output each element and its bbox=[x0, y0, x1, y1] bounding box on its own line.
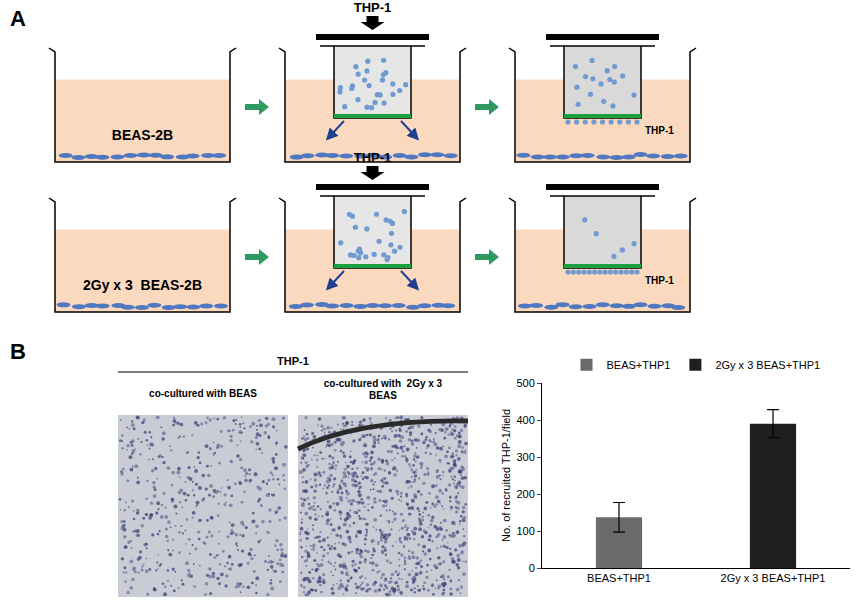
svg-text:BEAS+THP1: BEAS+THP1 bbox=[587, 572, 651, 584]
svg-text:300: 300 bbox=[516, 451, 534, 463]
svg-text:THP-1: THP-1 bbox=[354, 0, 392, 15]
svg-text:200: 200 bbox=[516, 488, 534, 500]
svg-text:THP-1: THP-1 bbox=[645, 125, 674, 136]
svg-text:BEAS: BEAS bbox=[369, 390, 397, 401]
svg-text:2Gy x 3 BEAS+THP1: 2Gy x 3 BEAS+THP1 bbox=[715, 359, 820, 371]
svg-text:No. of recruited THP-1/field: No. of recruited THP-1/field bbox=[500, 409, 512, 542]
svg-text:THP-1: THP-1 bbox=[645, 275, 674, 286]
svg-text:co-cultured with 2Gy x 3: co-cultured with 2Gy x 3 bbox=[324, 378, 443, 389]
svg-text:BEAS+THP1: BEAS+THP1 bbox=[607, 359, 671, 371]
svg-text:0: 0 bbox=[529, 562, 535, 574]
svg-text:THP-1: THP-1 bbox=[277, 355, 309, 367]
svg-text:co-cultured with BEAS: co-cultured with BEAS bbox=[149, 388, 257, 399]
svg-text:BEAS-2B: BEAS-2B bbox=[112, 127, 173, 143]
svg-text:2Gy x 3 BEAS+THP1: 2Gy x 3 BEAS+THP1 bbox=[721, 572, 826, 584]
svg-text:THP-1: THP-1 bbox=[354, 150, 392, 165]
svg-text:500: 500 bbox=[516, 377, 534, 389]
svg-text:2Gy x 3 BEAS-2B: 2Gy x 3 BEAS-2B bbox=[83, 277, 202, 293]
svg-text:A: A bbox=[10, 6, 26, 31]
svg-text:100: 100 bbox=[516, 525, 534, 537]
svg-text:B: B bbox=[10, 339, 26, 364]
svg-text:400: 400 bbox=[516, 414, 534, 426]
